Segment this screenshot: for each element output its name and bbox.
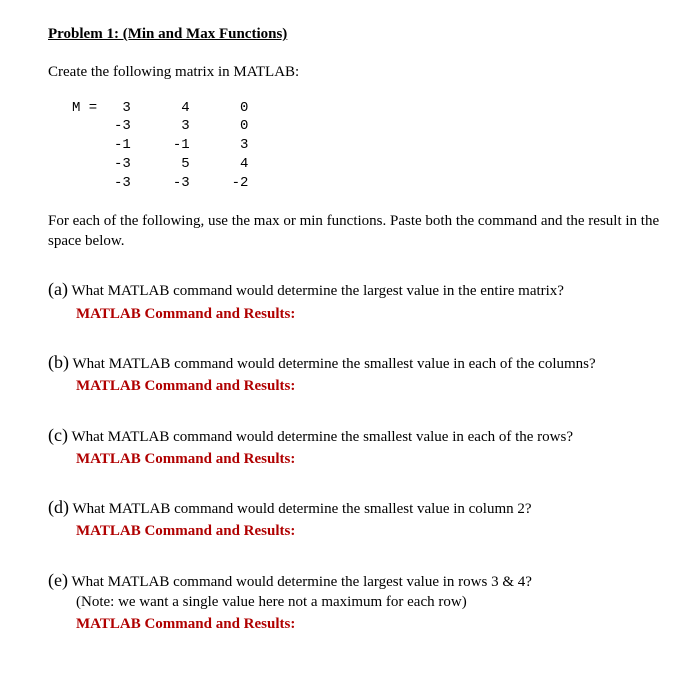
- problem-title: Problem 1: (Min and Max Functions): [48, 24, 672, 44]
- part-a-question: What MATLAB command would determine the …: [68, 283, 564, 299]
- part-b-question: What MATLAB command would determine the …: [69, 356, 596, 372]
- part-c: (c) What MATLAB command would determine …: [48, 423, 672, 470]
- part-a-label: (a): [48, 279, 68, 299]
- part-c-cmd-label: MATLAB Command and Results:: [76, 449, 672, 469]
- part-a-cmd-label: MATLAB Command and Results:: [76, 304, 672, 324]
- part-b-label: (b): [48, 352, 69, 372]
- part-c-label: (c): [48, 425, 68, 445]
- part-d: (d) What MATLAB command would determine …: [48, 495, 672, 542]
- part-d-question: What MATLAB command would determine the …: [69, 501, 532, 517]
- part-d-cmd-label: MATLAB Command and Results:: [76, 521, 672, 541]
- part-e-label: (e): [48, 570, 68, 590]
- part-e-cmd-label: MATLAB Command and Results:: [76, 614, 672, 634]
- part-c-question: What MATLAB command would determine the …: [68, 429, 573, 445]
- part-e: (e) What MATLAB command would determine …: [48, 568, 672, 635]
- part-b: (b) What MATLAB command would determine …: [48, 350, 672, 397]
- part-d-label: (d): [48, 497, 69, 517]
- intro-text: Create the following matrix in MATLAB:: [48, 62, 672, 82]
- instructions-text: For each of the following, use the max o…: [48, 211, 672, 252]
- matrix-definition: M = 3 4 0 -3 3 0 -1 -1 3 -3 5 4 -3 -3 -2: [72, 99, 672, 193]
- part-e-question: What MATLAB command would determine the …: [68, 574, 532, 590]
- part-a: (a) What MATLAB command would determine …: [48, 277, 672, 324]
- part-b-cmd-label: MATLAB Command and Results:: [76, 376, 672, 396]
- part-e-note: (Note: we want a single value here not a…: [76, 592, 672, 612]
